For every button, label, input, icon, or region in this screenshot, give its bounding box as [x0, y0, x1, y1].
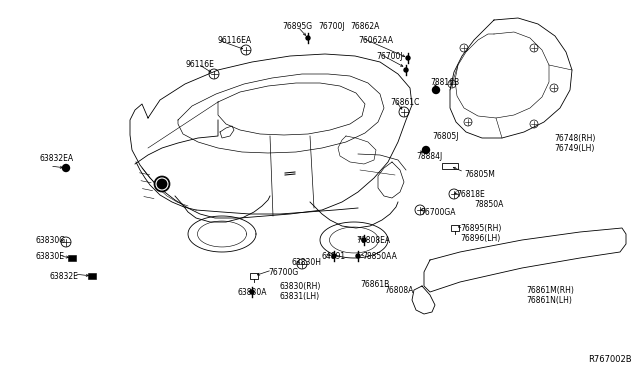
- Circle shape: [332, 254, 336, 258]
- Text: 78850A: 78850A: [474, 200, 504, 209]
- Text: 63830A: 63830A: [238, 288, 268, 297]
- Circle shape: [433, 87, 440, 93]
- Text: 76805M: 76805M: [464, 170, 495, 179]
- Text: 78850AA: 78850AA: [362, 252, 397, 261]
- Text: 76062AA: 76062AA: [358, 36, 393, 45]
- Text: 76749(LH): 76749(LH): [554, 144, 595, 153]
- Text: 76861B: 76861B: [360, 280, 389, 289]
- Text: 76895(RH): 76895(RH): [460, 224, 501, 233]
- Polygon shape: [450, 18, 572, 138]
- Text: 63830E: 63830E: [36, 252, 65, 261]
- Text: 78884J: 78884J: [416, 152, 442, 161]
- Circle shape: [356, 254, 360, 258]
- Text: 76896(LH): 76896(LH): [460, 234, 500, 243]
- Bar: [88, 273, 96, 279]
- Circle shape: [406, 56, 410, 60]
- Text: 63831(LH): 63831(LH): [280, 292, 320, 301]
- Text: 76895G: 76895G: [282, 22, 312, 31]
- Text: 76818E: 76818E: [456, 190, 484, 199]
- Circle shape: [422, 147, 429, 154]
- Text: 63830H: 63830H: [292, 258, 322, 267]
- Text: 64891: 64891: [322, 252, 346, 261]
- Text: 76700G: 76700G: [268, 268, 298, 277]
- Circle shape: [404, 68, 408, 72]
- Text: 63830(RH): 63830(RH): [280, 282, 321, 291]
- Circle shape: [306, 36, 310, 40]
- Text: 76748(RH): 76748(RH): [554, 134, 595, 143]
- Text: 96116E: 96116E: [186, 60, 215, 69]
- Bar: [442, 163, 458, 169]
- Text: 76861N(LH): 76861N(LH): [526, 296, 572, 305]
- Text: 76861C: 76861C: [390, 98, 419, 107]
- Polygon shape: [424, 228, 626, 292]
- Text: 76862A: 76862A: [350, 22, 380, 31]
- Text: 76700J: 76700J: [376, 52, 403, 61]
- Circle shape: [154, 176, 170, 192]
- Text: 63832EA: 63832EA: [40, 154, 74, 163]
- Text: 76700J: 76700J: [318, 22, 344, 31]
- Bar: [68, 255, 76, 261]
- Circle shape: [362, 238, 366, 242]
- Text: 76808EA: 76808EA: [356, 236, 390, 245]
- Circle shape: [250, 290, 254, 294]
- Circle shape: [63, 164, 70, 171]
- Text: 76805J: 76805J: [432, 132, 458, 141]
- Polygon shape: [412, 286, 435, 314]
- Text: 96116EA: 96116EA: [218, 36, 252, 45]
- Text: 78816B: 78816B: [430, 78, 459, 87]
- Text: 76861M(RH): 76861M(RH): [526, 286, 574, 295]
- Text: 63832E: 63832E: [50, 272, 79, 281]
- Text: 63830G: 63830G: [36, 236, 66, 245]
- Text: 76808A: 76808A: [384, 286, 413, 295]
- Text: 76700GA: 76700GA: [420, 208, 456, 217]
- Text: R767002B: R767002B: [588, 355, 632, 364]
